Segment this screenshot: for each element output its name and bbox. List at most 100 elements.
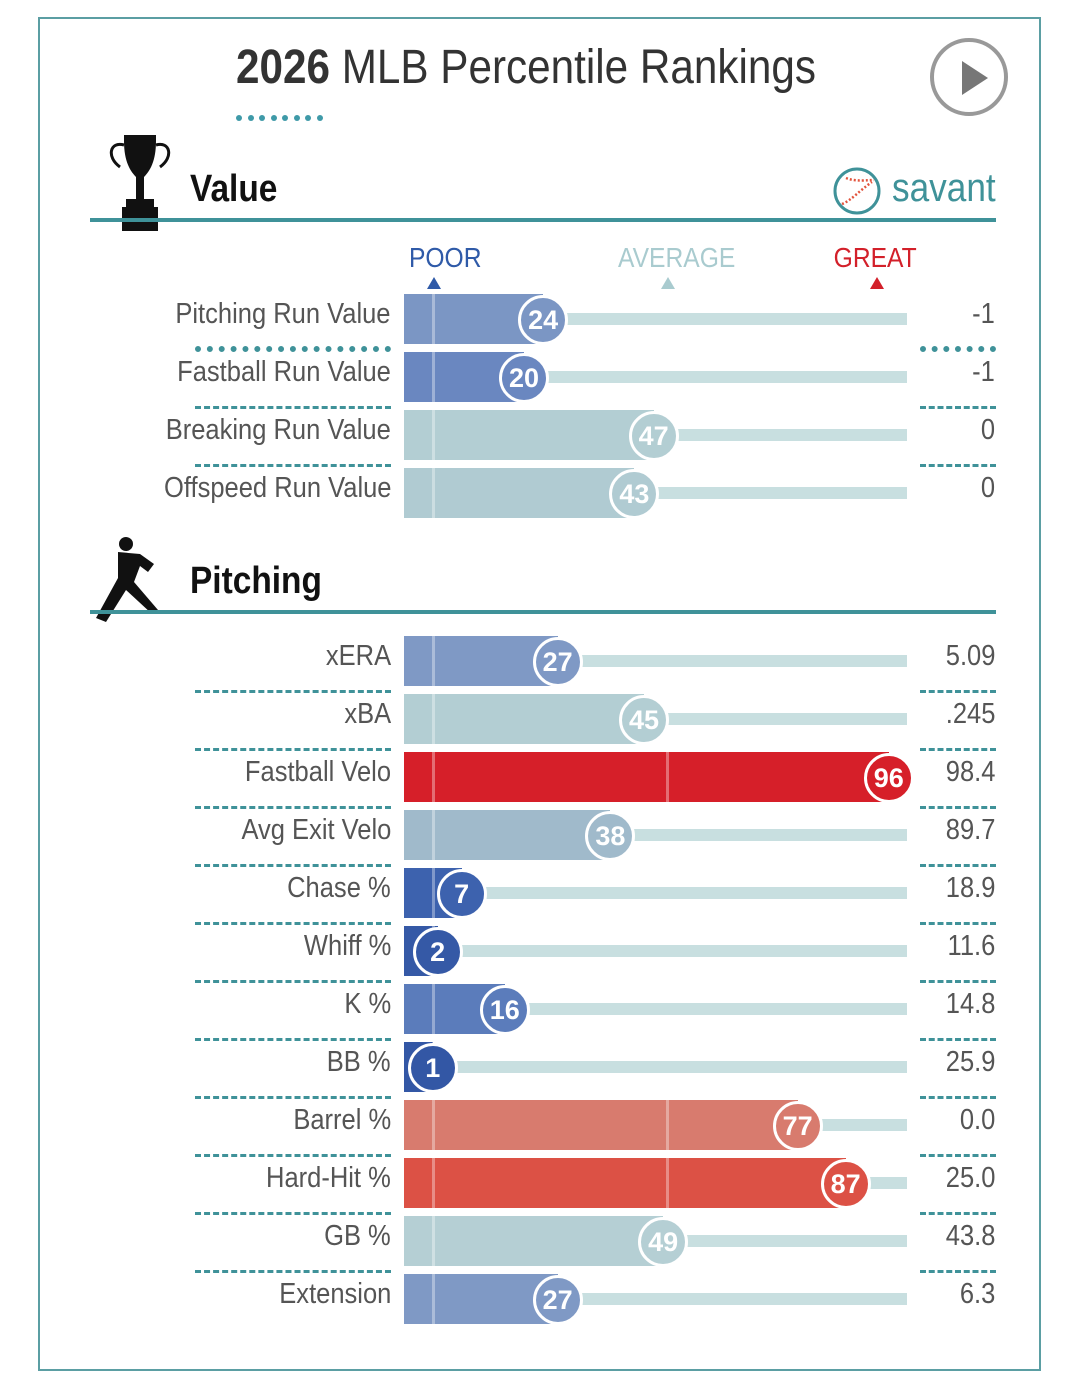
row-divider bbox=[920, 1096, 996, 1099]
metric-label: Breaking Run Value bbox=[165, 414, 391, 446]
metric-value: 6.3 bbox=[959, 1278, 995, 1310]
row-divider bbox=[920, 1038, 996, 1041]
metric-value: 43.8 bbox=[945, 1220, 995, 1252]
metric-label: Fastball Run Value bbox=[177, 356, 391, 388]
metric-label: Extension bbox=[278, 1278, 391, 1310]
metric-value: 14.8 bbox=[945, 988, 995, 1020]
percentile-badge: 2 bbox=[412, 927, 463, 977]
section-rule bbox=[90, 218, 996, 222]
title-dots bbox=[236, 108, 328, 126]
row-divider bbox=[195, 980, 391, 983]
percentile-track bbox=[404, 887, 907, 918]
metric-label: BB % bbox=[327, 1046, 391, 1078]
play-button[interactable] bbox=[930, 38, 1008, 116]
percentile-bar bbox=[404, 752, 889, 802]
row-divider bbox=[195, 464, 391, 467]
scale-poor-label: POOR bbox=[408, 242, 482, 273]
metric-row: Hard-Hit % 87 25.0 bbox=[0, 1158, 1080, 1216]
percentile-bar bbox=[404, 1158, 846, 1208]
row-divider bbox=[195, 690, 391, 693]
row-divider bbox=[195, 922, 391, 925]
metric-value: 11.6 bbox=[947, 930, 995, 962]
trophy-icon bbox=[109, 135, 171, 231]
row-divider bbox=[920, 806, 996, 809]
metric-value: 98.4 bbox=[945, 756, 995, 788]
percentile-bar bbox=[404, 810, 611, 860]
percentile-badge: 38 bbox=[585, 811, 636, 861]
percentile-track bbox=[404, 1061, 907, 1092]
metric-row: Barrel % 77 0.0 bbox=[0, 1100, 1080, 1158]
metric-label: Chase % bbox=[287, 872, 391, 904]
metric-label: xBA bbox=[344, 698, 391, 730]
metric-value: .245 bbox=[945, 698, 995, 730]
metric-row: Breaking Run Value 47 0 bbox=[0, 410, 1080, 468]
percentile-badge: 49 bbox=[638, 1217, 689, 1267]
metric-value: 0 bbox=[980, 472, 995, 504]
row-divider bbox=[920, 346, 996, 352]
section-title-pitching: Pitching bbox=[190, 560, 322, 602]
percentile-bar bbox=[404, 636, 558, 686]
metric-value: 5.09 bbox=[945, 640, 995, 672]
card-frame bbox=[38, 17, 1041, 1371]
pitcher-icon bbox=[96, 537, 158, 622]
row-divider bbox=[920, 980, 996, 983]
metric-value: 25.9 bbox=[945, 1046, 995, 1078]
metric-row: K % 16 14.8 bbox=[0, 984, 1080, 1042]
metric-value: 18.9 bbox=[945, 872, 995, 904]
percentile-badge: 27 bbox=[532, 637, 583, 687]
metric-row: xBA 45 .245 bbox=[0, 694, 1080, 752]
scale-great-label: GREAT bbox=[833, 242, 917, 273]
percentile-badge: 87 bbox=[820, 1159, 871, 1209]
row-divider bbox=[920, 864, 996, 867]
percentile-track bbox=[404, 945, 907, 976]
poor-marker-icon bbox=[427, 277, 441, 289]
percentile-bar bbox=[404, 1274, 558, 1324]
section-title-value: Value bbox=[190, 168, 278, 210]
metric-label: Whiff % bbox=[303, 930, 391, 962]
metric-value: -1 bbox=[972, 356, 995, 388]
percentile-badge: 43 bbox=[609, 469, 660, 519]
row-divider bbox=[195, 406, 391, 409]
scale-average-label: AVERAGE bbox=[617, 242, 736, 273]
percentile-bar bbox=[404, 410, 654, 460]
metric-label: Offspeed Run Value bbox=[163, 472, 391, 504]
metric-label: GB % bbox=[324, 1220, 391, 1252]
section-rule bbox=[90, 610, 996, 614]
percentile-badge: 45 bbox=[619, 695, 669, 745]
metric-row: Fastball Run Value 20 -1 bbox=[0, 352, 1080, 410]
percentile-badge: 1 bbox=[407, 1043, 458, 1093]
metric-label: Barrel % bbox=[293, 1104, 391, 1136]
row-divider bbox=[195, 346, 391, 352]
row-divider bbox=[195, 864, 391, 867]
row-divider bbox=[195, 748, 391, 751]
percentile-bar bbox=[404, 1100, 798, 1150]
metric-label: Fastball Velo bbox=[244, 756, 391, 788]
metric-value: 0 bbox=[980, 414, 995, 446]
metric-label: Avg Exit Velo bbox=[241, 814, 391, 846]
great-marker-icon bbox=[870, 277, 884, 289]
row-divider bbox=[920, 464, 996, 467]
row-divider bbox=[920, 690, 996, 693]
metric-row: Fastball Velo 96 98.4 bbox=[0, 752, 1080, 810]
page-title: 2026 MLB Percentile Rankings bbox=[236, 41, 816, 94]
metric-row: xERA 27 5.09 bbox=[0, 636, 1080, 694]
row-divider bbox=[920, 922, 996, 925]
percentile-badge: 20 bbox=[499, 353, 549, 403]
percentile-bar bbox=[404, 1216, 664, 1266]
metric-label: K % bbox=[344, 988, 391, 1020]
percentile-badge: 27 bbox=[532, 1275, 583, 1325]
metric-row: Extension 27 6.3 bbox=[0, 1274, 1080, 1332]
metric-value: 0.0 bbox=[959, 1104, 995, 1136]
savant-brand: savant bbox=[892, 166, 996, 210]
metric-row: Chase % 7 18.9 bbox=[0, 868, 1080, 926]
row-divider bbox=[195, 806, 391, 809]
percentile-bar bbox=[404, 694, 644, 744]
metric-row: GB % 49 43.8 bbox=[0, 1216, 1080, 1274]
row-divider bbox=[195, 1212, 391, 1215]
baseball-logo-icon bbox=[833, 167, 881, 215]
row-divider bbox=[920, 1270, 996, 1273]
percentile-bar bbox=[404, 468, 635, 518]
metric-label: xERA bbox=[325, 640, 391, 672]
metric-value: 89.7 bbox=[945, 814, 995, 846]
metric-row: Offspeed Run Value 43 0 bbox=[0, 468, 1080, 526]
